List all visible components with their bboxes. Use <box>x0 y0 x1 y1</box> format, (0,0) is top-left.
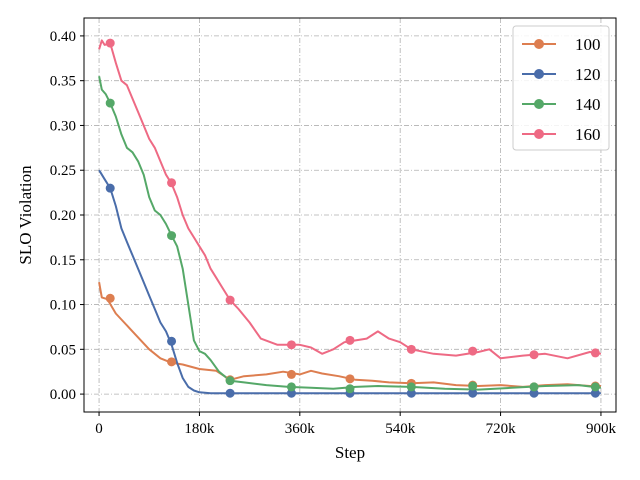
series-marker-160 <box>167 178 177 188</box>
series-marker-160 <box>225 295 235 305</box>
series-marker-100 <box>105 293 115 303</box>
y-tick-label: 0.15 <box>50 253 76 269</box>
series-marker-160 <box>105 38 115 48</box>
series-marker-160 <box>345 335 355 345</box>
series-marker-140 <box>529 382 539 392</box>
y-tick-label: 0.05 <box>50 342 76 358</box>
series-marker-140 <box>286 382 296 392</box>
series-marker-120 <box>468 388 478 398</box>
series-marker-160 <box>286 340 296 350</box>
series-marker-140 <box>406 382 416 392</box>
series-marker-140 <box>468 381 478 391</box>
y-axis-title: SLO Violation <box>16 165 35 265</box>
series-marker-120 <box>590 388 600 398</box>
y-tick-label: 0.40 <box>50 29 76 45</box>
series-line-120 <box>98 169 601 395</box>
y-tick-label: 0.30 <box>50 118 76 134</box>
series-marker-100 <box>286 369 296 379</box>
series-marker-140 <box>167 231 177 241</box>
legend-marker <box>534 99 544 109</box>
x-tick-label: 540k <box>385 421 416 437</box>
legend-item-140: 140 <box>522 95 601 114</box>
series-marker-120 <box>167 336 177 346</box>
y-axis: 0.00 0.05 0.10 0.15 0.20 0.25 0.30 0.35 0.40 <box>50 29 84 403</box>
series-marker-100 <box>167 357 177 367</box>
series-marker-120 <box>225 388 235 398</box>
legend-marker <box>534 69 544 79</box>
legend-box <box>512 25 610 151</box>
y-tick-label: 0.35 <box>50 74 76 90</box>
x-axis-title: Step <box>335 443 365 462</box>
x-tick-label: 720k <box>486 421 517 437</box>
series-marker-160 <box>468 346 478 356</box>
legend-item-120: 120 <box>522 65 601 84</box>
series-marker-120 <box>286 388 296 398</box>
series-marker-120 <box>529 388 539 398</box>
y-tick-label: 0.20 <box>50 208 76 224</box>
legend-label: 100 <box>575 35 601 54</box>
legend-label: 160 <box>575 125 601 144</box>
y-tick-label: 0.00 <box>50 387 76 403</box>
series-line-160 <box>98 39 602 360</box>
x-tick-label: 360k <box>285 421 316 437</box>
series-marker-160 <box>590 348 600 358</box>
legend-marker <box>534 39 544 49</box>
y-tick-label: 0.10 <box>50 298 76 314</box>
series-marker-160 <box>406 344 416 354</box>
series-line-140 <box>98 76 602 391</box>
series-marker-120 <box>105 183 115 193</box>
legend-item-100: 100 <box>522 35 601 54</box>
series-marker-140 <box>225 376 235 386</box>
series-marker-140 <box>105 98 115 108</box>
legend-item-160: 160 <box>522 125 601 144</box>
legend-label: 140 <box>575 95 601 114</box>
series-marker-100 <box>345 374 355 384</box>
x-axis: 0 180k 360k 540k 720k 900k <box>95 412 616 437</box>
series-markers <box>105 38 600 398</box>
series-marker-120 <box>406 388 416 398</box>
x-tick-label: 0 <box>95 421 103 437</box>
series-marker-140 <box>345 384 355 394</box>
x-tick-label: 900k <box>586 421 617 437</box>
legend-marker <box>534 129 544 139</box>
series-marker-140 <box>590 382 600 392</box>
series-marker-160 <box>529 350 539 360</box>
series-line-100 <box>98 282 601 388</box>
legend-label: 120 <box>575 65 601 84</box>
y-tick-label: 0.25 <box>50 163 76 179</box>
x-tick-label: 180k <box>184 421 215 437</box>
legend: 100 120 140 160 <box>512 25 610 151</box>
